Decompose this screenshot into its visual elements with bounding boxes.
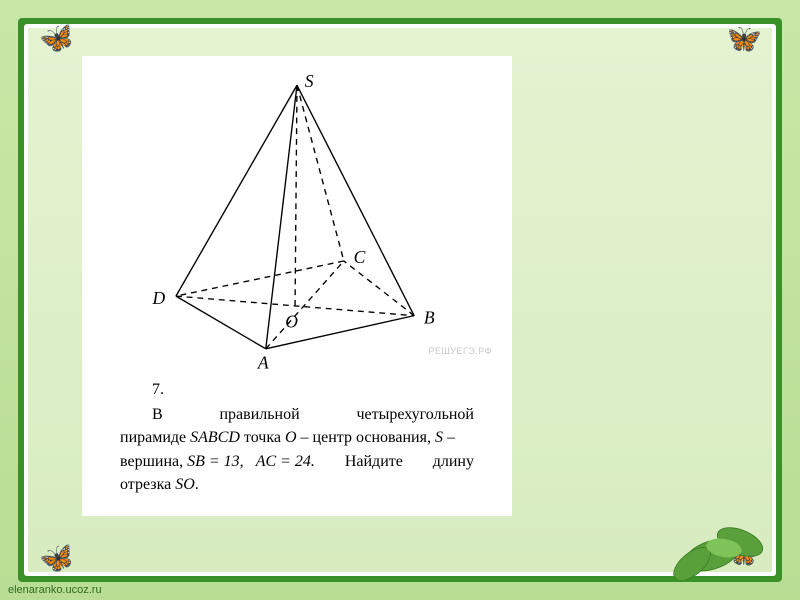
svg-text:S: S	[305, 71, 314, 91]
text: правильной	[219, 403, 299, 426]
var-o: O	[285, 429, 297, 446]
var-so: SO	[175, 476, 195, 493]
text: пирамиде	[120, 429, 190, 446]
text: – центр основания,	[297, 429, 435, 446]
pyramid-diagram: S A B C D O РЕШУЕГЭ.РФ	[92, 64, 502, 374]
eq-ac: AC = 24.	[256, 453, 315, 470]
text-line-2: пирамиде SABCD точка O – центр основания…	[120, 426, 474, 449]
text-line-1: В правильной четырехугольной	[120, 403, 474, 426]
problem-card: SABCDO РЕШУЕГЭ.РФ 7. В правильной четыре…	[82, 56, 512, 516]
text-line-4: отрезка SO.	[120, 473, 474, 496]
text: .	[195, 476, 199, 493]
text: –	[443, 429, 455, 446]
svg-text:D: D	[152, 288, 166, 308]
text-line-3: вершина, SB = 13, AC = 24. Найдите длину	[120, 450, 474, 473]
var-sabcd: SABCD	[190, 429, 240, 446]
text: В	[120, 403, 163, 426]
problem-number: 7.	[120, 378, 474, 401]
svg-text:B: B	[424, 307, 435, 327]
leaves-decoration	[652, 500, 772, 580]
svg-text:A: A	[257, 352, 269, 372]
eq-sb: SB = 13,	[187, 453, 248, 470]
text: четырехугольной	[356, 403, 474, 426]
text: отрезка	[120, 476, 175, 493]
svg-text:O: O	[285, 311, 298, 331]
text: длину	[433, 450, 474, 473]
text: вершина,	[120, 453, 187, 470]
svg-text:C: C	[354, 247, 366, 267]
text: точка	[240, 429, 285, 446]
text: Найдите	[345, 450, 403, 473]
diagram-watermark: РЕШУЕГЭ.РФ	[428, 346, 492, 356]
var-s: S	[435, 429, 443, 446]
credit-text: elenaranko.ucoz.ru	[8, 584, 102, 596]
problem-text: 7. В правильной четырехугольной пирамиде…	[92, 374, 502, 496]
